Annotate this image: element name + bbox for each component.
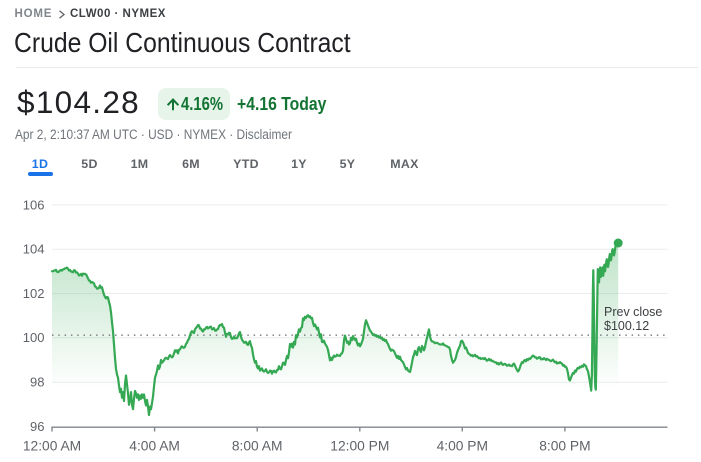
svg-text:4:00 AM: 4:00 AM [129,439,180,454]
svg-text:12:00 PM: 12:00 PM [330,439,389,454]
svg-text:Prev close: Prev close [604,305,662,319]
svg-text:98: 98 [30,375,44,390]
svg-text:104: 104 [23,242,45,257]
svg-text:106: 106 [23,197,45,212]
svg-text:102: 102 [23,286,45,301]
svg-text:12:00 AM: 12:00 AM [23,439,81,454]
svg-text:96: 96 [30,419,44,434]
svg-text:100: 100 [23,330,45,345]
svg-text:8:00 PM: 8:00 PM [539,439,590,454]
svg-text:$100.12: $100.12 [604,319,649,333]
svg-text:4:00 PM: 4:00 PM [437,439,488,454]
svg-text:8:00 AM: 8:00 AM [232,439,283,454]
